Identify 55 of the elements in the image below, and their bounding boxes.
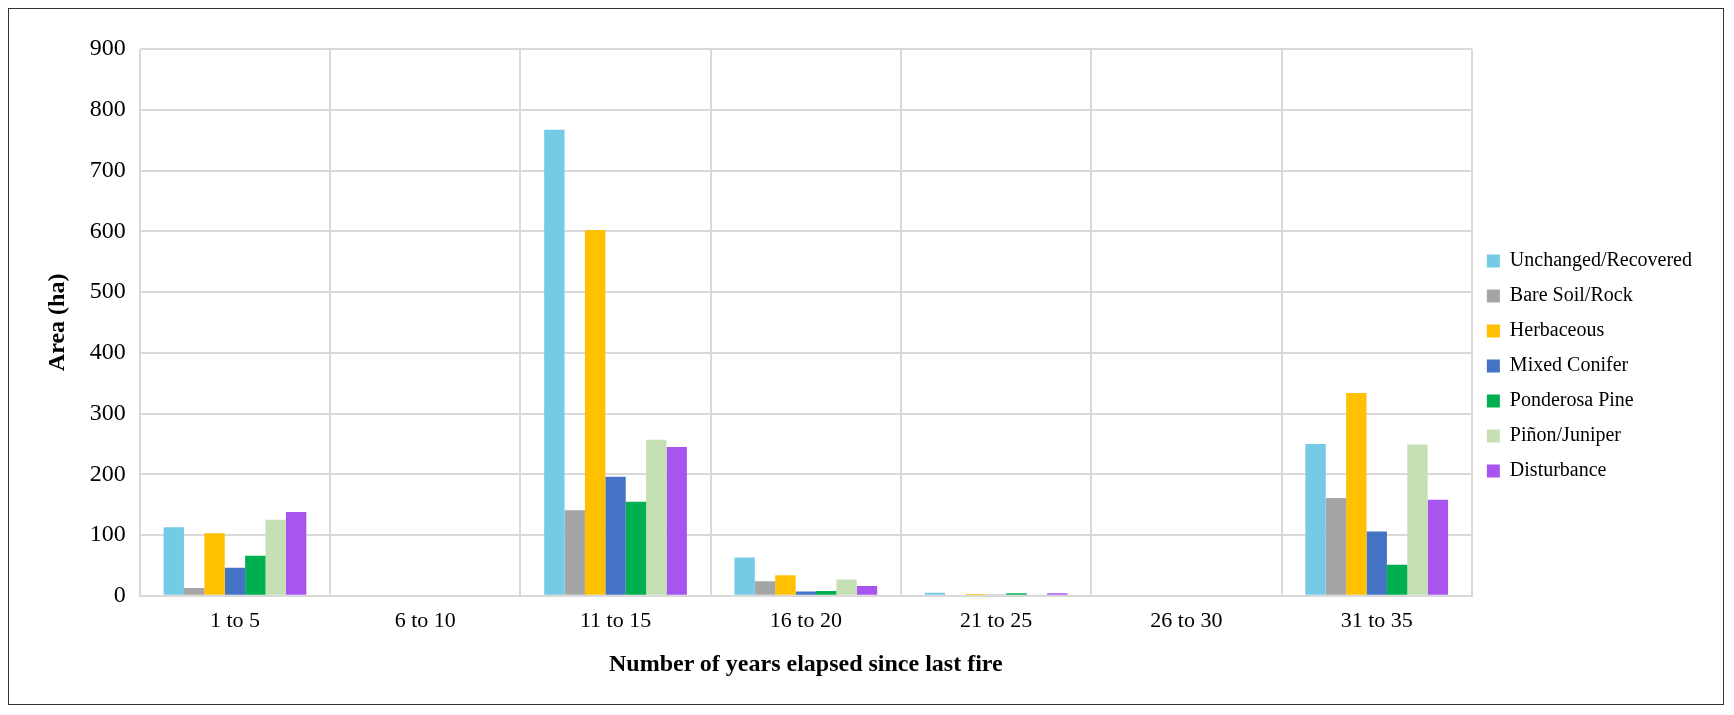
- bar: [245, 555, 266, 595]
- y-tick-label: 500: [89, 277, 126, 304]
- legend-label: Disturbance: [1509, 458, 1607, 481]
- bar: [285, 511, 307, 595]
- bar: [754, 581, 776, 595]
- bar: [734, 557, 755, 595]
- y-tick-label: 900: [89, 34, 126, 61]
- bar: [584, 230, 606, 595]
- x-tick-label: 16 to 20: [769, 606, 842, 632]
- y-tick-label: 300: [89, 398, 126, 425]
- bar: [224, 567, 246, 595]
- bar: [1366, 531, 1387, 595]
- bar: [1346, 392, 1367, 595]
- bar: [924, 592, 946, 595]
- x-tick-label: 11 to 15: [579, 606, 652, 632]
- bar: [183, 587, 205, 595]
- legend-label: Bare Soil/Rock: [1509, 283, 1633, 306]
- bar: [265, 519, 286, 595]
- bar: [1427, 499, 1449, 595]
- x-tick-label: 31 to 35: [1340, 606, 1413, 632]
- legend-label: Ponderosa Pine: [1509, 388, 1634, 411]
- legend-label: Piñon/Juniper: [1509, 423, 1622, 447]
- bar: [795, 591, 817, 595]
- bar: [163, 527, 184, 595]
- bar: [646, 439, 667, 595]
- bar: [1325, 497, 1347, 595]
- bar: [605, 476, 626, 595]
- x-tick-label: 26 to 30: [1150, 606, 1223, 632]
- bar: [564, 510, 585, 595]
- y-tick-label: 100: [89, 520, 126, 547]
- x-tick-label: 21 to 25: [960, 606, 1033, 632]
- y-tick-label: 600: [89, 216, 126, 243]
- legend-label: Unchanged/Recovered: [1509, 248, 1692, 272]
- y-axis-title: Area (ha): [42, 273, 69, 372]
- bar: [544, 129, 565, 595]
- bar: [856, 586, 878, 595]
- bar: [816, 590, 837, 595]
- x-tick-label: 1 to 5: [209, 606, 261, 632]
- bar: [666, 446, 687, 595]
- x-tick-label: 6 to 10: [394, 606, 456, 632]
- bar: [1386, 564, 1408, 595]
- bar: [775, 575, 796, 595]
- legend-label: Herbaceous: [1509, 318, 1605, 341]
- y-tick-label: 700: [89, 155, 126, 182]
- x-axis-title: Number of years elapsed since last fire: [608, 649, 1004, 676]
- y-tick-label: 0: [113, 581, 126, 608]
- y-tick-label: 400: [89, 338, 126, 365]
- bar: [204, 533, 225, 595]
- bar: [1407, 444, 1428, 595]
- bar: [1305, 443, 1326, 595]
- y-tick-label: 800: [89, 95, 126, 122]
- bar: [836, 579, 857, 595]
- y-tick-label: 200: [89, 459, 126, 486]
- legend-label: Mixed Conifer: [1509, 353, 1629, 376]
- bar: [625, 501, 647, 595]
